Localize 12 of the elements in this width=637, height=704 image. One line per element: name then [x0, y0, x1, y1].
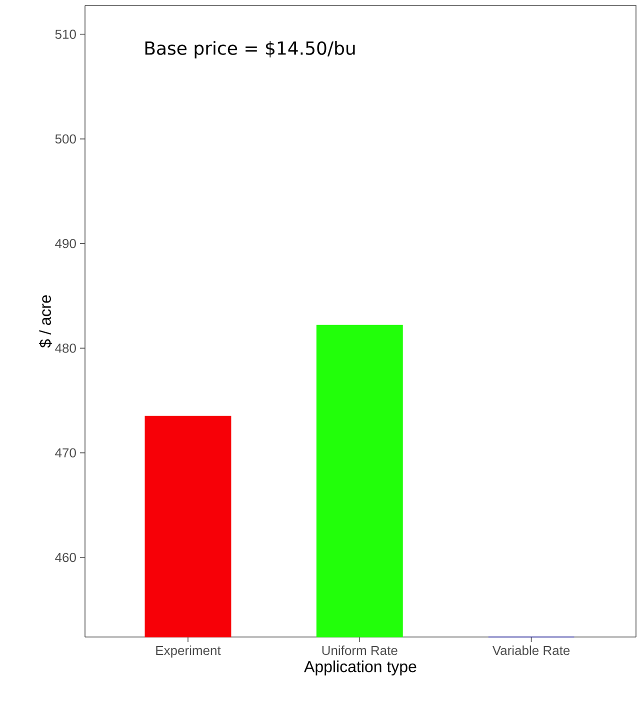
x-tick-label: Uniform Rate: [322, 646, 398, 656]
y-tick-label: 490: [55, 238, 76, 248]
y-tick-label: 510: [55, 30, 76, 39]
annotation: Base price = $14.50/bu: [145, 41, 355, 58]
x-axis-title: Application type: [304, 660, 416, 676]
y-tick-label: 460: [55, 552, 76, 562]
x-tick-label: Experiment: [156, 646, 221, 658]
y-tick-label: 470: [55, 448, 76, 458]
y-tick-label: 480: [55, 344, 76, 353]
y-axis-title: $ / acre: [38, 295, 52, 348]
y-tick-label: 500: [55, 134, 76, 144]
x-tick-label: Variable Rate: [492, 646, 570, 656]
